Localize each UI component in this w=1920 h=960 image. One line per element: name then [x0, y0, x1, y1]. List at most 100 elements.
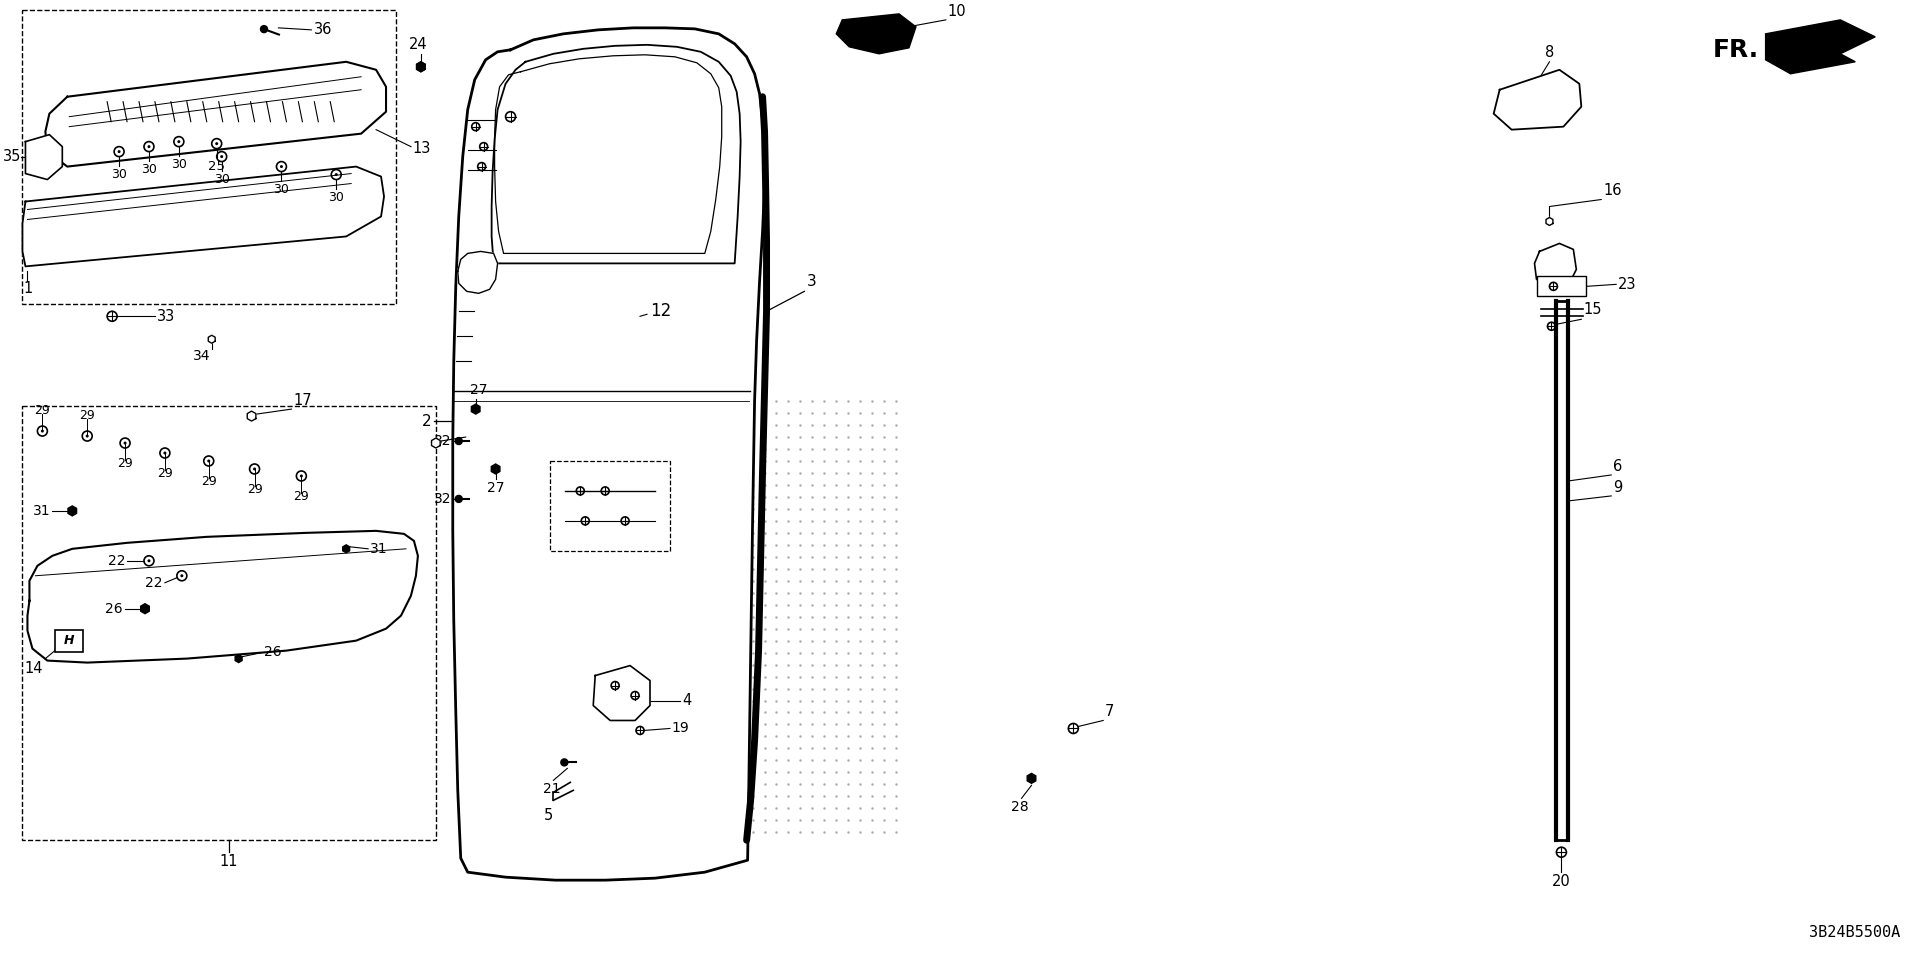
Circle shape	[86, 435, 88, 438]
Polygon shape	[23, 167, 384, 266]
Circle shape	[40, 429, 44, 433]
Text: 10: 10	[948, 4, 966, 19]
Bar	[1536, 276, 1586, 297]
Polygon shape	[457, 252, 497, 294]
Polygon shape	[417, 61, 424, 72]
Polygon shape	[248, 411, 255, 421]
Text: 33: 33	[157, 309, 175, 324]
Circle shape	[221, 156, 223, 158]
Text: 27: 27	[488, 481, 505, 495]
Circle shape	[334, 173, 338, 176]
Text: 30: 30	[111, 168, 127, 180]
Text: 26: 26	[263, 644, 280, 659]
Circle shape	[300, 474, 303, 477]
Text: 29: 29	[294, 490, 309, 503]
Text: 30: 30	[273, 182, 290, 196]
Text: 19: 19	[672, 722, 689, 735]
Polygon shape	[492, 45, 741, 263]
Text: 9: 9	[1613, 480, 1622, 495]
Text: 11: 11	[219, 854, 238, 869]
Polygon shape	[140, 604, 150, 613]
Circle shape	[123, 442, 127, 444]
Polygon shape	[472, 404, 480, 414]
Polygon shape	[1494, 70, 1582, 130]
Polygon shape	[1534, 244, 1576, 286]
Text: 14: 14	[25, 660, 44, 676]
Circle shape	[177, 140, 180, 143]
Text: 25: 25	[207, 159, 225, 173]
Circle shape	[163, 451, 167, 454]
Text: 31: 31	[371, 541, 388, 556]
Text: 34: 34	[194, 349, 211, 363]
Polygon shape	[46, 61, 386, 167]
Text: 5: 5	[543, 808, 553, 824]
Circle shape	[455, 495, 463, 502]
Text: 31: 31	[33, 504, 50, 517]
Circle shape	[455, 438, 463, 444]
Polygon shape	[207, 335, 215, 344]
Text: 29: 29	[79, 409, 96, 422]
Text: 15: 15	[1584, 302, 1601, 318]
Text: 2: 2	[422, 414, 432, 428]
Text: 30: 30	[328, 190, 344, 204]
Circle shape	[561, 759, 568, 766]
Text: 21: 21	[543, 782, 561, 797]
Text: 1: 1	[23, 281, 33, 297]
Polygon shape	[1027, 774, 1035, 783]
Text: H: H	[63, 635, 75, 647]
Text: 24: 24	[409, 36, 428, 52]
Polygon shape	[67, 506, 77, 516]
Text: 17: 17	[468, 428, 486, 444]
Text: 29: 29	[35, 404, 50, 417]
Text: 8: 8	[1546, 45, 1553, 60]
Text: 30: 30	[171, 157, 186, 171]
Polygon shape	[1546, 218, 1553, 226]
Polygon shape	[432, 438, 440, 448]
Text: 12: 12	[651, 302, 672, 321]
Text: 3B24B5500A: 3B24B5500A	[1809, 925, 1901, 940]
Circle shape	[215, 142, 219, 145]
Text: 17: 17	[294, 393, 313, 408]
Circle shape	[180, 574, 182, 577]
Polygon shape	[344, 545, 349, 553]
Circle shape	[117, 150, 121, 153]
Polygon shape	[1766, 20, 1876, 74]
Circle shape	[280, 165, 282, 168]
Text: 6: 6	[1613, 459, 1622, 474]
Circle shape	[148, 560, 150, 563]
Text: 29: 29	[157, 467, 173, 480]
Text: 36: 36	[315, 22, 332, 37]
Polygon shape	[492, 464, 499, 474]
Text: 22: 22	[108, 554, 125, 567]
Polygon shape	[453, 28, 764, 880]
Text: 23: 23	[1619, 276, 1636, 292]
Polygon shape	[27, 531, 419, 662]
Polygon shape	[25, 134, 61, 180]
Text: 29: 29	[246, 483, 263, 496]
Text: 30: 30	[140, 162, 157, 176]
Circle shape	[253, 468, 255, 470]
Text: 13: 13	[413, 141, 432, 156]
Text: 20: 20	[1551, 875, 1571, 889]
Polygon shape	[417, 61, 424, 72]
Text: FR.: FR.	[1713, 37, 1759, 61]
Text: 35: 35	[4, 149, 21, 164]
Polygon shape	[593, 665, 651, 720]
Text: 32: 32	[434, 434, 451, 448]
Text: 3: 3	[806, 275, 816, 289]
Bar	[23, 406, 436, 840]
Circle shape	[207, 460, 209, 463]
Text: 7: 7	[1106, 705, 1116, 719]
Polygon shape	[837, 13, 916, 54]
Text: 27: 27	[470, 383, 488, 397]
Bar	[23, 10, 396, 304]
Circle shape	[148, 145, 150, 148]
Text: 16: 16	[1603, 182, 1622, 198]
Bar	[56, 630, 83, 652]
Text: 30: 30	[213, 173, 230, 185]
Text: 18: 18	[553, 105, 570, 119]
Circle shape	[261, 26, 267, 33]
Text: 28: 28	[1010, 801, 1029, 814]
Text: 29: 29	[117, 457, 132, 470]
Text: 22: 22	[146, 576, 163, 589]
